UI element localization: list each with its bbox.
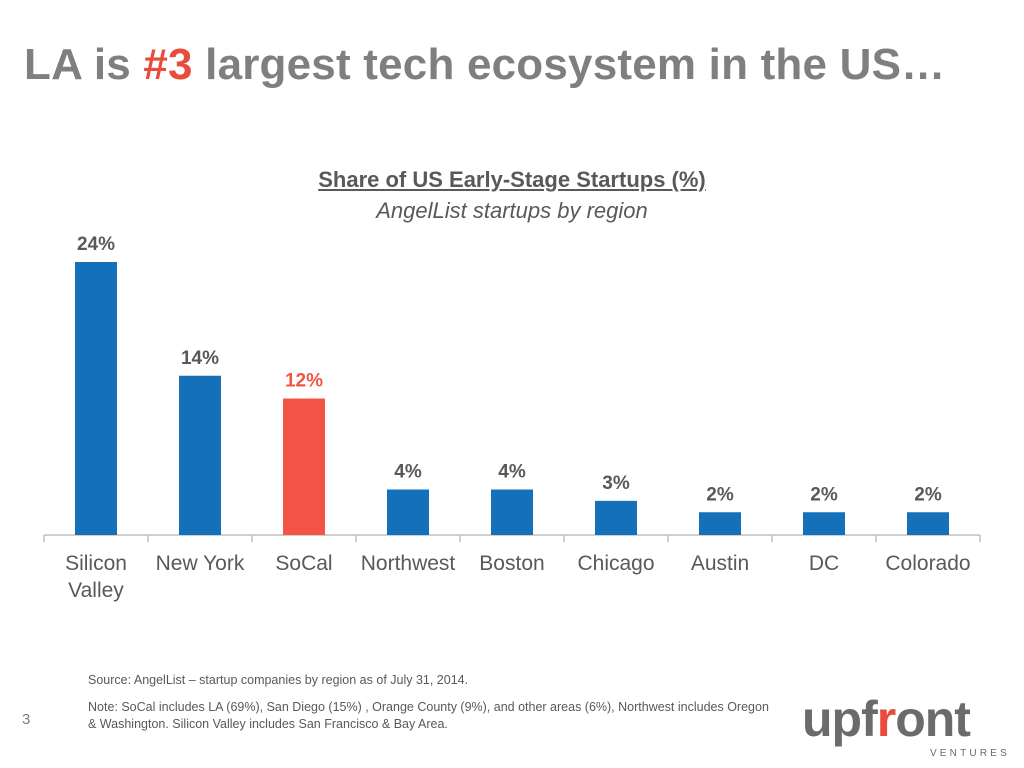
page-number: 3 bbox=[22, 711, 31, 728]
slide-title-highlight: #3 bbox=[143, 40, 193, 89]
slide-title-prefix: LA is bbox=[24, 40, 144, 89]
slide-title: LA is #3 largest tech ecosystem in the U… bbox=[24, 40, 945, 90]
bar-silicon-valley bbox=[75, 262, 117, 535]
data-label: 2% bbox=[914, 484, 942, 505]
data-label: 24% bbox=[77, 234, 115, 255]
x-tick-label: Colorado bbox=[885, 552, 970, 575]
chart-title: Share of US Early-Stage Startups (%) bbox=[318, 167, 706, 192]
logo-tagline: VENTURES bbox=[930, 748, 1010, 759]
footnote: Note: SoCal includes LA (69%), San Diego… bbox=[88, 700, 769, 731]
data-label: 4% bbox=[394, 462, 422, 483]
bar-chicago bbox=[595, 500, 637, 535]
upfront-ventures-logo: upfront VENTURES bbox=[802, 692, 1010, 759]
bar-northwest bbox=[387, 489, 429, 535]
x-tick-label: SoCal bbox=[275, 552, 332, 575]
data-label: 2% bbox=[706, 484, 734, 505]
logo-text-part2: ont bbox=[895, 692, 971, 747]
bar-chart: 24% Silicon Valley 14% New York 12% SoCal 4% Nor… bbox=[43, 234, 981, 602]
bar-dc bbox=[803, 512, 845, 535]
bar-austin bbox=[699, 512, 741, 535]
logo-text-r: r bbox=[877, 692, 896, 747]
chart-subtitle: AngelList startups by region bbox=[376, 198, 648, 223]
data-label: 2% bbox=[810, 484, 838, 505]
x-tick-label: Chicago bbox=[577, 552, 654, 575]
x-tick-label: Austin bbox=[691, 552, 749, 575]
data-label: 12% bbox=[285, 371, 323, 392]
bar-new-york bbox=[179, 375, 221, 535]
bar-socal bbox=[283, 398, 325, 535]
x-tick-label: Northwest bbox=[361, 552, 456, 575]
source-note: Source: AngelList – startup companies by… bbox=[88, 673, 469, 687]
data-label: 14% bbox=[181, 348, 219, 369]
svg-text:upfront: upfront bbox=[802, 692, 971, 747]
x-tick-label: Silicon Valley bbox=[65, 552, 127, 602]
x-tick-label: DC bbox=[809, 552, 839, 575]
x-tick-label: Boston bbox=[479, 552, 544, 575]
x-tick-label: New York bbox=[156, 552, 245, 575]
slide-title-suffix: largest tech ecosystem in the US… bbox=[192, 40, 946, 89]
data-label: 4% bbox=[498, 462, 526, 483]
data-label: 3% bbox=[602, 473, 630, 494]
bar-boston bbox=[491, 489, 533, 535]
bar-colorado bbox=[907, 512, 949, 535]
logo-text-part1: upf bbox=[802, 692, 878, 747]
